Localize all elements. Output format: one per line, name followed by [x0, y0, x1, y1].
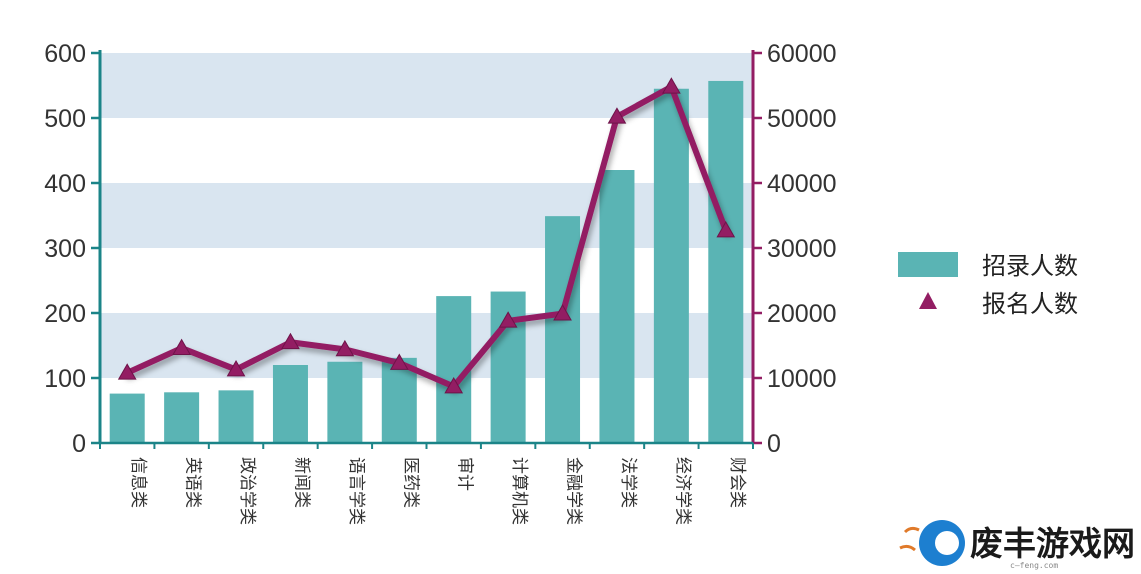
bar	[164, 392, 200, 443]
right-tick-label: 10000	[767, 365, 837, 393]
legend-label-bar: 招录人数	[982, 252, 1078, 280]
left-tick-label: 200	[44, 300, 86, 328]
left-tick-label: 500	[44, 105, 86, 133]
line-point	[281, 332, 300, 350]
category-label: 政治学类	[237, 457, 257, 525]
bar	[545, 216, 581, 443]
right-tick-label: 30000	[767, 235, 837, 263]
left-tick-label: 400	[44, 170, 86, 198]
right-tick-label: 20000	[767, 300, 837, 328]
bar	[653, 88, 689, 443]
line-point	[172, 338, 191, 355]
grid-band	[100, 183, 753, 248]
right-tick-label: 60000	[767, 40, 837, 68]
grid-band	[100, 53, 753, 118]
line-series	[117, 77, 736, 394]
line-point	[498, 311, 518, 328]
right-tick-label: 50000	[767, 105, 837, 133]
left-tick-label: 600	[44, 40, 86, 68]
series-line	[124, 83, 729, 390]
left-tick-label: 0	[72, 430, 86, 458]
line-point	[444, 376, 464, 394]
left-tick-label: 300	[44, 235, 86, 263]
bar	[599, 170, 635, 443]
grid-bands	[100, 53, 753, 378]
right-tick-label: 40000	[767, 170, 837, 198]
right-tick-label: 0	[767, 430, 781, 458]
category-label: 审计	[455, 457, 475, 491]
bar	[708, 80, 744, 443]
line-point	[607, 107, 627, 124]
line-point	[226, 360, 246, 377]
category-label: 金融学类	[564, 457, 584, 525]
line-point	[117, 363, 137, 380]
line-point	[389, 353, 409, 370]
bar	[272, 365, 308, 443]
legend-marker	[919, 292, 937, 309]
line-point	[553, 304, 572, 321]
axes: 0 100 200 300 400 500 600 0 10000 20000 30000 40000…	[44, 40, 836, 525]
line-point	[716, 220, 736, 238]
logo-icon-hole	[935, 531, 959, 555]
category-label: 财会类	[727, 457, 747, 508]
watermark-text: 废丰游戏网	[970, 524, 1135, 563]
bar	[109, 393, 145, 443]
category-label: 经济学类	[672, 457, 692, 525]
legend-swatch-bar	[898, 252, 958, 277]
bar	[327, 361, 363, 443]
category-label: 新闻类	[291, 457, 311, 508]
watermark-subtext: c—feng.com	[1010, 561, 1058, 570]
category-label: 计算机类	[509, 457, 529, 525]
grid-band	[100, 313, 753, 378]
legend-label-line: 报名人数	[982, 290, 1078, 318]
category-label: 英语类	[183, 457, 203, 508]
left-tick-label: 100	[44, 365, 86, 393]
line-point	[335, 339, 355, 357]
bar-series	[109, 80, 744, 443]
category-label: 信息类	[128, 457, 148, 508]
category-label: 医药类	[400, 457, 420, 508]
category-label: 法学类	[618, 457, 638, 508]
bar	[381, 357, 417, 443]
logo-flame	[899, 526, 920, 552]
category-label: 语言学类	[346, 457, 366, 525]
bar	[218, 390, 254, 443]
line-point	[662, 77, 681, 94]
